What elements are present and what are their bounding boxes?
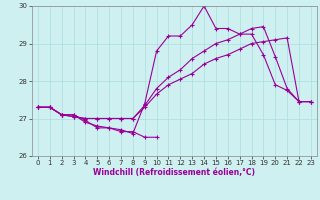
X-axis label: Windchill (Refroidissement éolien,°C): Windchill (Refroidissement éolien,°C) [93, 168, 255, 177]
